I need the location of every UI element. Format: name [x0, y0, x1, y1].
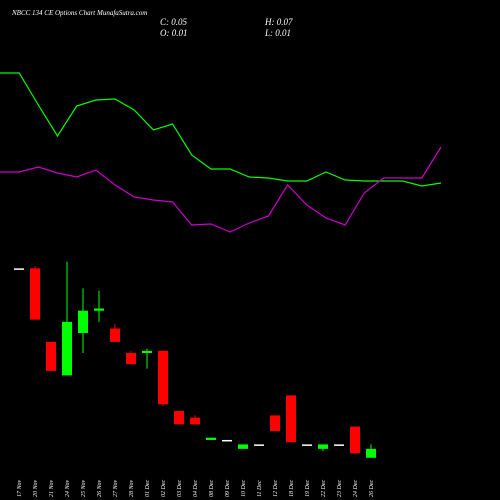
candle-body — [238, 444, 248, 449]
x-tick-label: 22 Dec — [321, 480, 327, 497]
candle-body — [94, 308, 104, 311]
x-tick-label: 02 Dec — [161, 480, 167, 497]
candle-body — [30, 268, 40, 320]
x-tick-label: 26 Nov — [97, 479, 103, 497]
x-tick-label: 25 Nov — [81, 479, 87, 497]
x-tick-label: 23 Dec — [337, 480, 343, 497]
summary-low: L: 0.01 — [264, 28, 291, 38]
x-tick-label: 12 Dec — [273, 480, 279, 497]
candle-body — [158, 350, 168, 405]
candle-body — [110, 328, 120, 342]
candle-body — [78, 310, 88, 333]
x-tick-label: 27 Nov — [113, 479, 119, 497]
line-series — [0, 72, 442, 187]
line-series — [0, 146, 442, 233]
x-tick-label: 24 Dec — [352, 480, 359, 497]
summary-close: C: 0.05 — [160, 17, 188, 27]
candle-body — [126, 353, 136, 365]
candle-body — [302, 444, 312, 446]
candle-body — [174, 410, 184, 425]
candle-body — [366, 448, 376, 458]
candle-body — [206, 437, 216, 440]
x-tick-label: 03 Dec — [177, 480, 183, 497]
candle-body — [254, 444, 264, 446]
x-tick-label: 24 Nov — [64, 479, 71, 497]
x-tick-label: 08 Dec — [209, 480, 215, 497]
x-tick-label: 01 Dec — [145, 480, 151, 497]
x-tick-label: 09 Dec — [225, 480, 231, 497]
candle-body — [62, 321, 72, 376]
x-tick-label: 04 Dec — [192, 480, 199, 497]
x-tick-label: 21 Nov — [49, 479, 55, 497]
candle-body — [318, 444, 328, 449]
candle-body — [142, 350, 152, 354]
x-tick-label: 17 Nov — [17, 479, 23, 497]
candle-body — [14, 268, 24, 270]
x-tick-label: 10 Dec — [241, 480, 247, 497]
summary-open: O: 0.01 — [160, 28, 188, 38]
candle-body — [350, 426, 360, 454]
x-tick-label: 26 Dec — [369, 480, 375, 497]
x-tick-label: 11 Dec — [257, 480, 263, 497]
candle-body — [46, 341, 56, 371]
candle-body — [334, 444, 344, 446]
candle-body — [286, 395, 296, 443]
candle-body — [222, 439, 232, 442]
x-tick-label: 28 Nov — [129, 479, 135, 497]
x-tick-label: 18 Dec — [289, 480, 295, 497]
candle-body — [190, 417, 200, 425]
candle-body — [270, 415, 280, 432]
chart-title: NBCC 134 CE Options Chart MunafaSutra.co… — [11, 9, 147, 17]
x-tick-label: 20 Nov — [33, 479, 39, 497]
summary-high: H: 0.07 — [264, 17, 293, 27]
x-tick-label: 19 Dec — [305, 480, 311, 497]
